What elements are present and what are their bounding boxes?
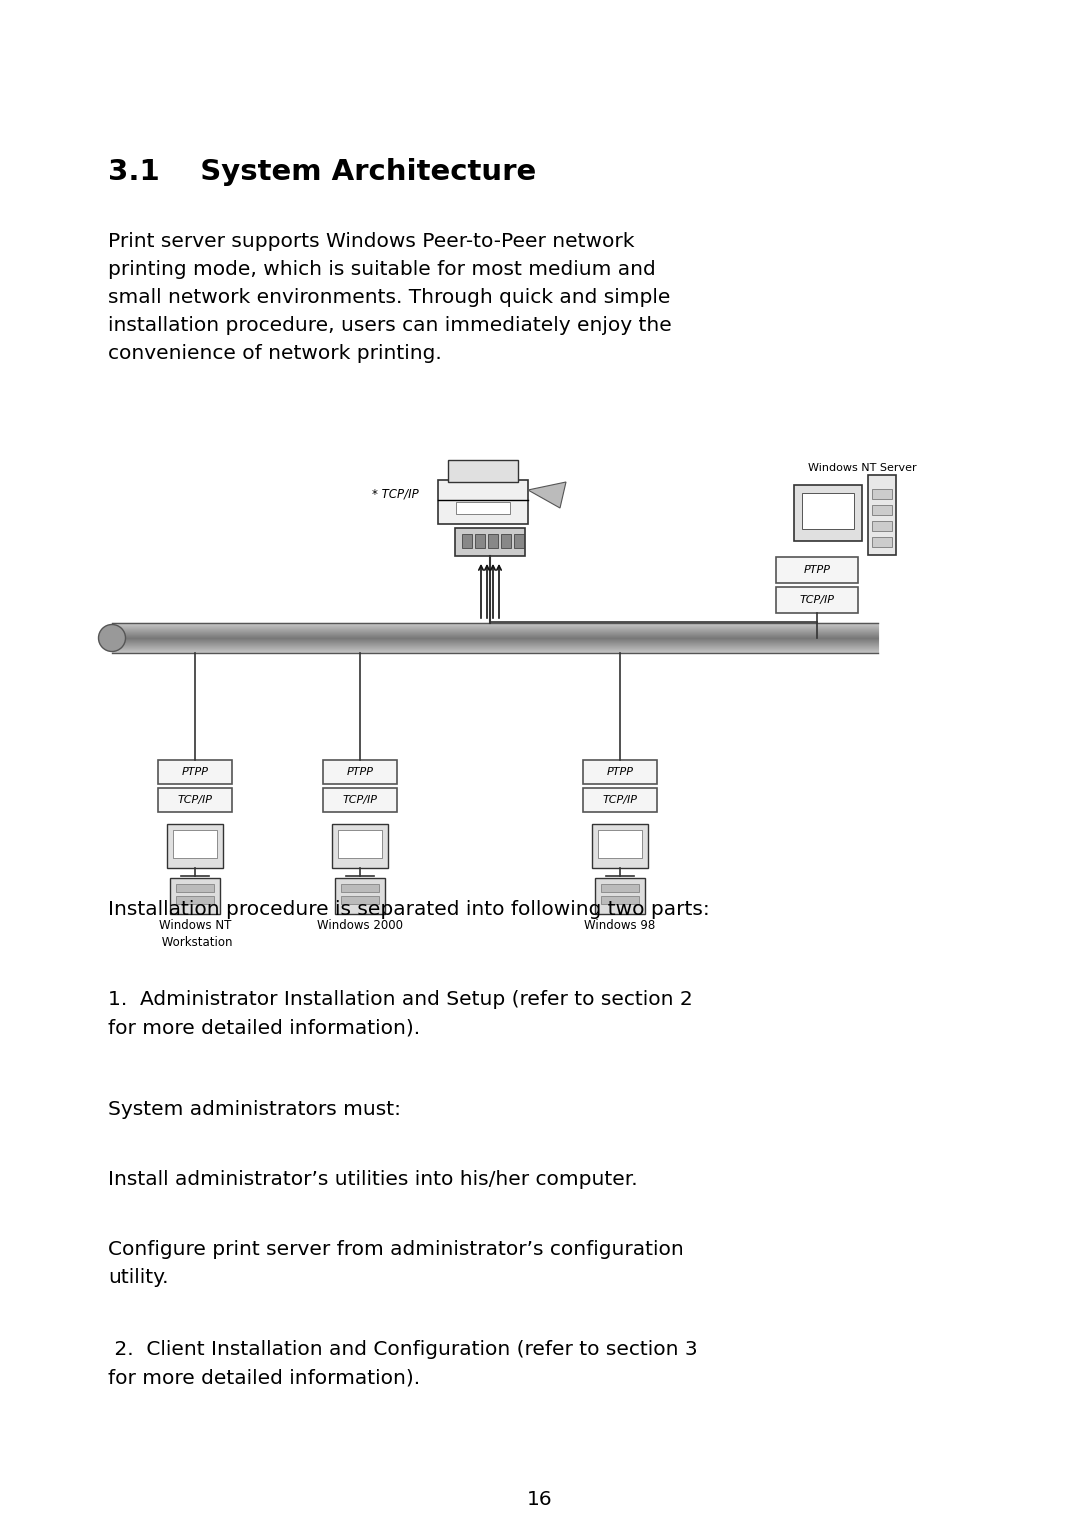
Bar [514, 534, 524, 548]
Bar [872, 521, 892, 531]
Text: 3.1    System Architecture: 3.1 System Architecture [108, 157, 537, 186]
Text: System administrators must:: System administrators must: [108, 1099, 401, 1119]
Text: PTPP: PTPP [607, 767, 634, 777]
Text: Configure print server from administrator’s configuration
utility.: Configure print server from administrato… [108, 1240, 684, 1287]
Text: * TCP/IP: * TCP/IP [372, 487, 419, 501]
Text: TCP/IP: TCP/IP [342, 796, 378, 805]
Bar [583, 788, 657, 812]
Bar [501, 534, 511, 548]
Bar [176, 884, 214, 892]
Bar [341, 896, 379, 904]
Bar [323, 760, 397, 783]
Text: 1.  Administrator Installation and Setup (refer to section 2
for more detailed i: 1. Administrator Installation and Setup … [108, 989, 692, 1037]
Text: TCP/IP: TCP/IP [799, 596, 835, 605]
Bar [158, 760, 232, 783]
Bar [868, 475, 896, 554]
Text: Windows NT
 Workstation: Windows NT Workstation [158, 919, 232, 948]
Bar [323, 788, 397, 812]
Bar [777, 557, 858, 583]
Bar [341, 884, 379, 892]
Bar [872, 505, 892, 515]
Bar [332, 825, 388, 867]
Bar [176, 896, 214, 904]
Bar [158, 788, 232, 812]
Bar [170, 878, 220, 915]
Bar [335, 878, 384, 915]
Text: PTPP: PTPP [804, 565, 831, 576]
Bar [455, 528, 525, 556]
Text: PTPP: PTPP [181, 767, 208, 777]
Text: Windows NT Server: Windows NT Server [808, 463, 917, 473]
Bar [600, 896, 639, 904]
Bar [583, 760, 657, 783]
Bar [872, 538, 892, 547]
Bar [448, 460, 518, 483]
Bar [872, 489, 892, 499]
Bar [456, 502, 510, 515]
Bar [592, 825, 648, 867]
Bar [777, 586, 858, 612]
Bar [462, 534, 472, 548]
Text: Print server supports Windows Peer-to-Peer network
printing mode, which is suita: Print server supports Windows Peer-to-Pe… [108, 232, 672, 363]
Polygon shape [528, 483, 566, 508]
Bar [802, 493, 854, 528]
Bar [595, 878, 645, 915]
Circle shape [98, 625, 125, 652]
Text: PTPP: PTPP [347, 767, 374, 777]
Bar [600, 884, 639, 892]
Bar [173, 831, 217, 858]
Text: 2.  Client Installation and Configuration (refer to section 3
for more detailed : 2. Client Installation and Configuration… [108, 1341, 698, 1387]
Text: Install administrator’s utilities into his/her computer.: Install administrator’s utilities into h… [108, 1170, 637, 1190]
Bar [475, 534, 485, 548]
Bar [794, 486, 862, 541]
Bar [598, 831, 642, 858]
Text: Installation procedure is separated into following two parts:: Installation procedure is separated into… [108, 899, 710, 919]
Text: Windows 98: Windows 98 [584, 919, 656, 931]
Bar [167, 825, 222, 867]
Text: 16: 16 [527, 1490, 553, 1509]
Text: TCP/IP: TCP/IP [603, 796, 637, 805]
Bar [338, 831, 382, 858]
Bar [488, 534, 498, 548]
Text: Windows 2000: Windows 2000 [318, 919, 403, 931]
Text: TCP/IP: TCP/IP [177, 796, 213, 805]
Bar [438, 479, 528, 524]
